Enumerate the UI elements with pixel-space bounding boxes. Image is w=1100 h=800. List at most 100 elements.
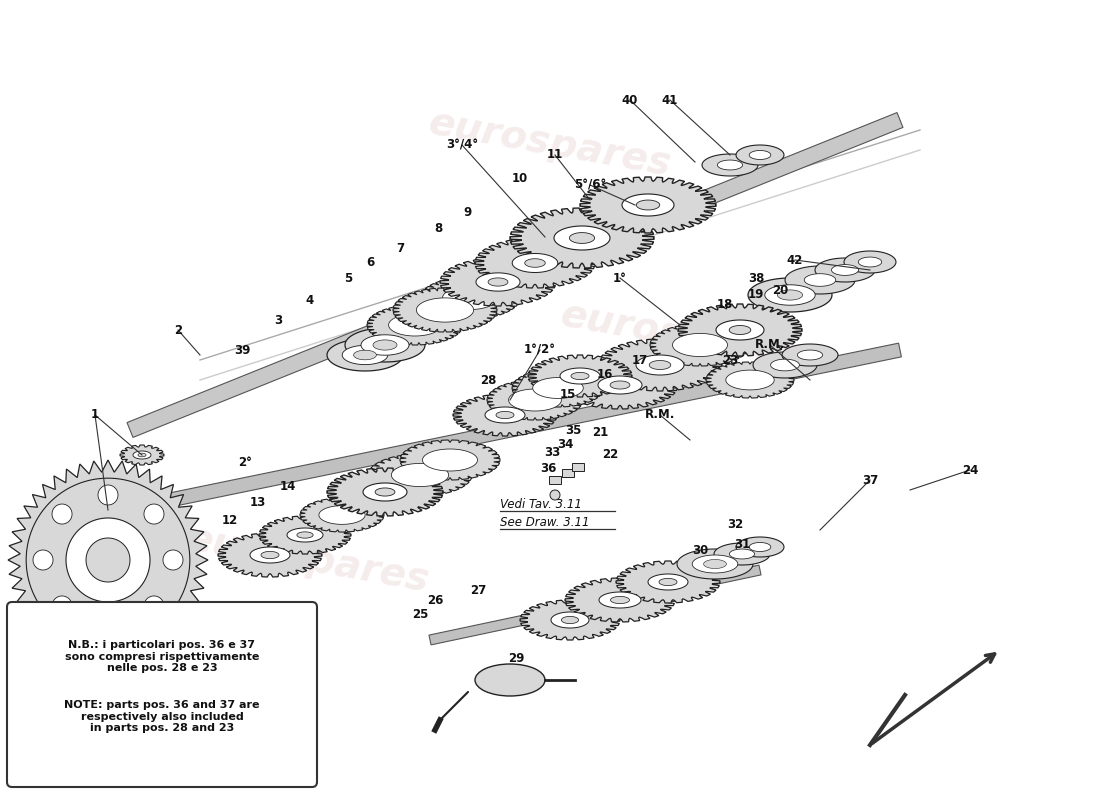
Bar — [572, 463, 584, 471]
Polygon shape — [550, 490, 560, 500]
Polygon shape — [258, 516, 351, 554]
Polygon shape — [98, 485, 118, 505]
Polygon shape — [562, 361, 678, 409]
Polygon shape — [388, 314, 441, 336]
Polygon shape — [475, 238, 595, 288]
Polygon shape — [729, 549, 755, 559]
Text: 14: 14 — [279, 481, 296, 494]
Polygon shape — [736, 145, 784, 165]
Polygon shape — [706, 362, 794, 398]
Polygon shape — [345, 328, 425, 362]
Polygon shape — [560, 368, 600, 384]
Text: 13: 13 — [250, 495, 266, 509]
Polygon shape — [636, 200, 660, 210]
Text: 32: 32 — [727, 518, 744, 531]
Text: 7: 7 — [396, 242, 404, 254]
Polygon shape — [327, 468, 443, 516]
Polygon shape — [144, 596, 164, 616]
Text: eurospares: eurospares — [558, 296, 806, 376]
Text: 37: 37 — [862, 474, 878, 486]
Text: 41: 41 — [662, 94, 679, 106]
Polygon shape — [704, 559, 726, 569]
Polygon shape — [440, 258, 556, 306]
Text: 38: 38 — [748, 271, 764, 285]
Bar — [562, 469, 574, 477]
Text: 1°/2°: 1°/2° — [524, 343, 556, 357]
Polygon shape — [702, 154, 758, 176]
Polygon shape — [749, 150, 771, 159]
Polygon shape — [375, 488, 395, 496]
Polygon shape — [554, 226, 610, 250]
Text: eurospares: eurospares — [426, 104, 674, 184]
Polygon shape — [565, 578, 675, 622]
Polygon shape — [261, 551, 279, 558]
Text: 3: 3 — [274, 314, 282, 326]
Polygon shape — [729, 326, 751, 334]
Text: 25: 25 — [411, 609, 428, 622]
Text: eurospares: eurospares — [184, 520, 432, 600]
Text: 8: 8 — [433, 222, 442, 234]
Polygon shape — [649, 361, 671, 370]
Polygon shape — [392, 463, 449, 486]
Text: 24: 24 — [961, 463, 978, 477]
Text: 42: 42 — [786, 254, 803, 266]
Text: 28: 28 — [480, 374, 496, 386]
Text: R.M.: R.M. — [645, 409, 675, 422]
Text: 4: 4 — [306, 294, 315, 306]
Polygon shape — [771, 359, 800, 371]
Text: 27: 27 — [470, 583, 486, 597]
Polygon shape — [287, 528, 323, 542]
Polygon shape — [400, 440, 500, 480]
Text: N.B.: i particolari pos. 36 e 37
sono compresi rispettivamente
nelle pos. 28 e 2: N.B.: i particolari pos. 36 e 37 sono co… — [65, 640, 260, 674]
Text: 20: 20 — [772, 283, 788, 297]
Polygon shape — [327, 339, 403, 371]
Text: 36: 36 — [540, 462, 557, 474]
Polygon shape — [844, 251, 896, 273]
Polygon shape — [650, 324, 750, 366]
Polygon shape — [512, 369, 604, 407]
Polygon shape — [570, 233, 595, 243]
Polygon shape — [610, 381, 630, 389]
Polygon shape — [86, 538, 130, 582]
Polygon shape — [133, 451, 151, 459]
Polygon shape — [52, 504, 72, 524]
Text: 16: 16 — [597, 369, 613, 382]
Polygon shape — [571, 373, 588, 379]
Polygon shape — [363, 483, 407, 501]
Polygon shape — [754, 352, 817, 378]
Polygon shape — [785, 266, 855, 294]
Text: 5°/6°: 5°/6° — [574, 178, 606, 191]
Polygon shape — [580, 177, 716, 233]
Text: 3°/4°: 3°/4° — [446, 138, 478, 151]
Text: 5: 5 — [344, 271, 352, 285]
Text: 15: 15 — [560, 389, 576, 402]
Polygon shape — [138, 454, 146, 457]
Text: 33: 33 — [543, 446, 560, 458]
Polygon shape — [487, 380, 583, 420]
Polygon shape — [8, 460, 208, 660]
Text: 26: 26 — [427, 594, 443, 606]
Polygon shape — [353, 350, 376, 360]
Text: 11: 11 — [547, 149, 563, 162]
Polygon shape — [764, 285, 815, 305]
Text: 35: 35 — [564, 423, 581, 437]
Text: See Draw. 3.11: See Draw. 3.11 — [500, 517, 590, 530]
Polygon shape — [858, 257, 882, 267]
Polygon shape — [561, 617, 579, 623]
Text: 1: 1 — [91, 409, 99, 422]
Text: 6: 6 — [366, 255, 374, 269]
Text: 18: 18 — [717, 298, 734, 311]
Text: 40: 40 — [621, 94, 638, 106]
Polygon shape — [676, 549, 754, 579]
Polygon shape — [422, 449, 477, 471]
Text: 17: 17 — [631, 354, 648, 366]
Polygon shape — [488, 278, 508, 286]
Text: 9: 9 — [464, 206, 472, 218]
Polygon shape — [815, 258, 875, 282]
Text: 21: 21 — [592, 426, 608, 438]
Polygon shape — [621, 194, 674, 216]
Polygon shape — [429, 565, 761, 645]
Text: NOTE: parts pos. 36 and 37 are
respectively also included
in parts pos. 28 and 2: NOTE: parts pos. 36 and 37 are respectiv… — [64, 700, 260, 733]
Polygon shape — [782, 344, 838, 366]
Polygon shape — [748, 278, 832, 312]
